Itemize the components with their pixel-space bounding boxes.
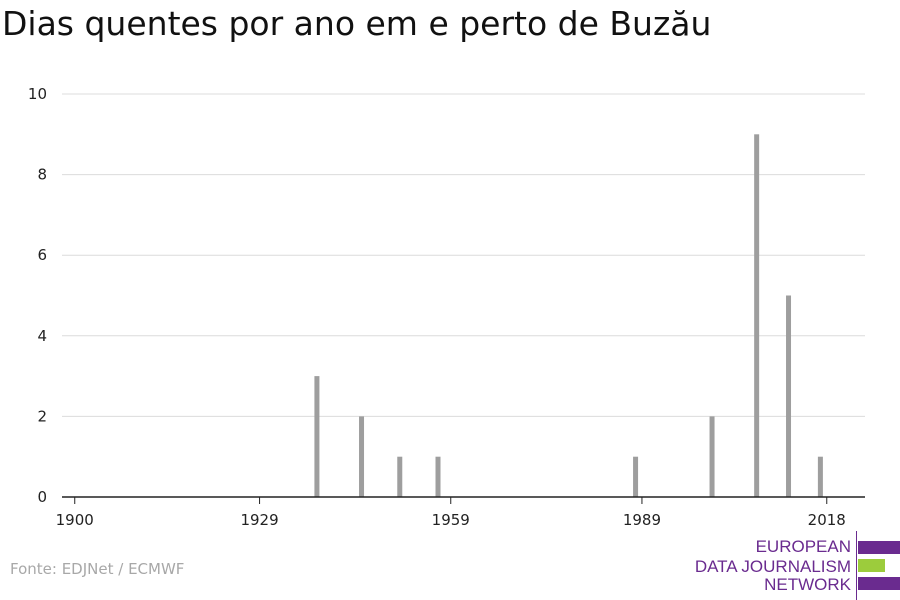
bar-2012	[786, 295, 792, 497]
x-tick-label-1900: 1900	[56, 511, 94, 529]
logo-divider	[856, 531, 857, 600]
y-tick-label-6: 6	[37, 246, 47, 264]
gridlines	[62, 93, 865, 417]
logo-bar-bottom	[858, 577, 900, 590]
logo-line-data-journalism: DATA JOURNALISM	[694, 557, 851, 576]
bar-2007	[754, 134, 760, 498]
bar-1957	[435, 456, 441, 497]
edjnet-logo: EUROPEAN DATA JOURNALISM NETWORK	[695, 531, 900, 600]
logo-line-network: NETWORK	[764, 575, 851, 594]
x-tick-label-2018: 2018	[808, 511, 846, 529]
logo-bar-middle	[858, 559, 885, 572]
x-axis-ticks: 1900 1929 1959 1989 2018	[56, 497, 846, 529]
y-tick-label-8: 8	[37, 166, 47, 184]
logo-line-european: EUROPEAN	[755, 537, 851, 556]
y-tick-label-10: 10	[28, 85, 47, 103]
bar-1945	[359, 416, 365, 497]
x-tick-label-1959: 1959	[432, 511, 470, 529]
y-tick-label-4: 4	[37, 327, 47, 345]
x-tick-label-1989: 1989	[623, 511, 661, 529]
bar-1988	[633, 456, 639, 497]
source-note: Fonte: EDJNet / ECMWF	[10, 560, 185, 578]
logo-bar-top	[858, 541, 900, 554]
y-tick-label-0: 0	[37, 488, 47, 506]
x-tick-label-1929: 1929	[240, 511, 278, 529]
bar-2017	[817, 456, 823, 497]
y-tick-label-2: 2	[37, 407, 47, 425]
bar-1951	[397, 456, 403, 497]
bars	[314, 134, 823, 498]
bar-2000	[709, 416, 715, 497]
bar-chart: 0 2 4 6 8 10 1900 1929 1959 1989 2018	[28, 85, 865, 529]
bar-1938	[314, 376, 320, 497]
y-axis-ticks: 0 2 4 6 8 10	[28, 85, 47, 506]
chart-title: Dias quentes por ano em e perto de Buzău	[2, 4, 712, 43]
